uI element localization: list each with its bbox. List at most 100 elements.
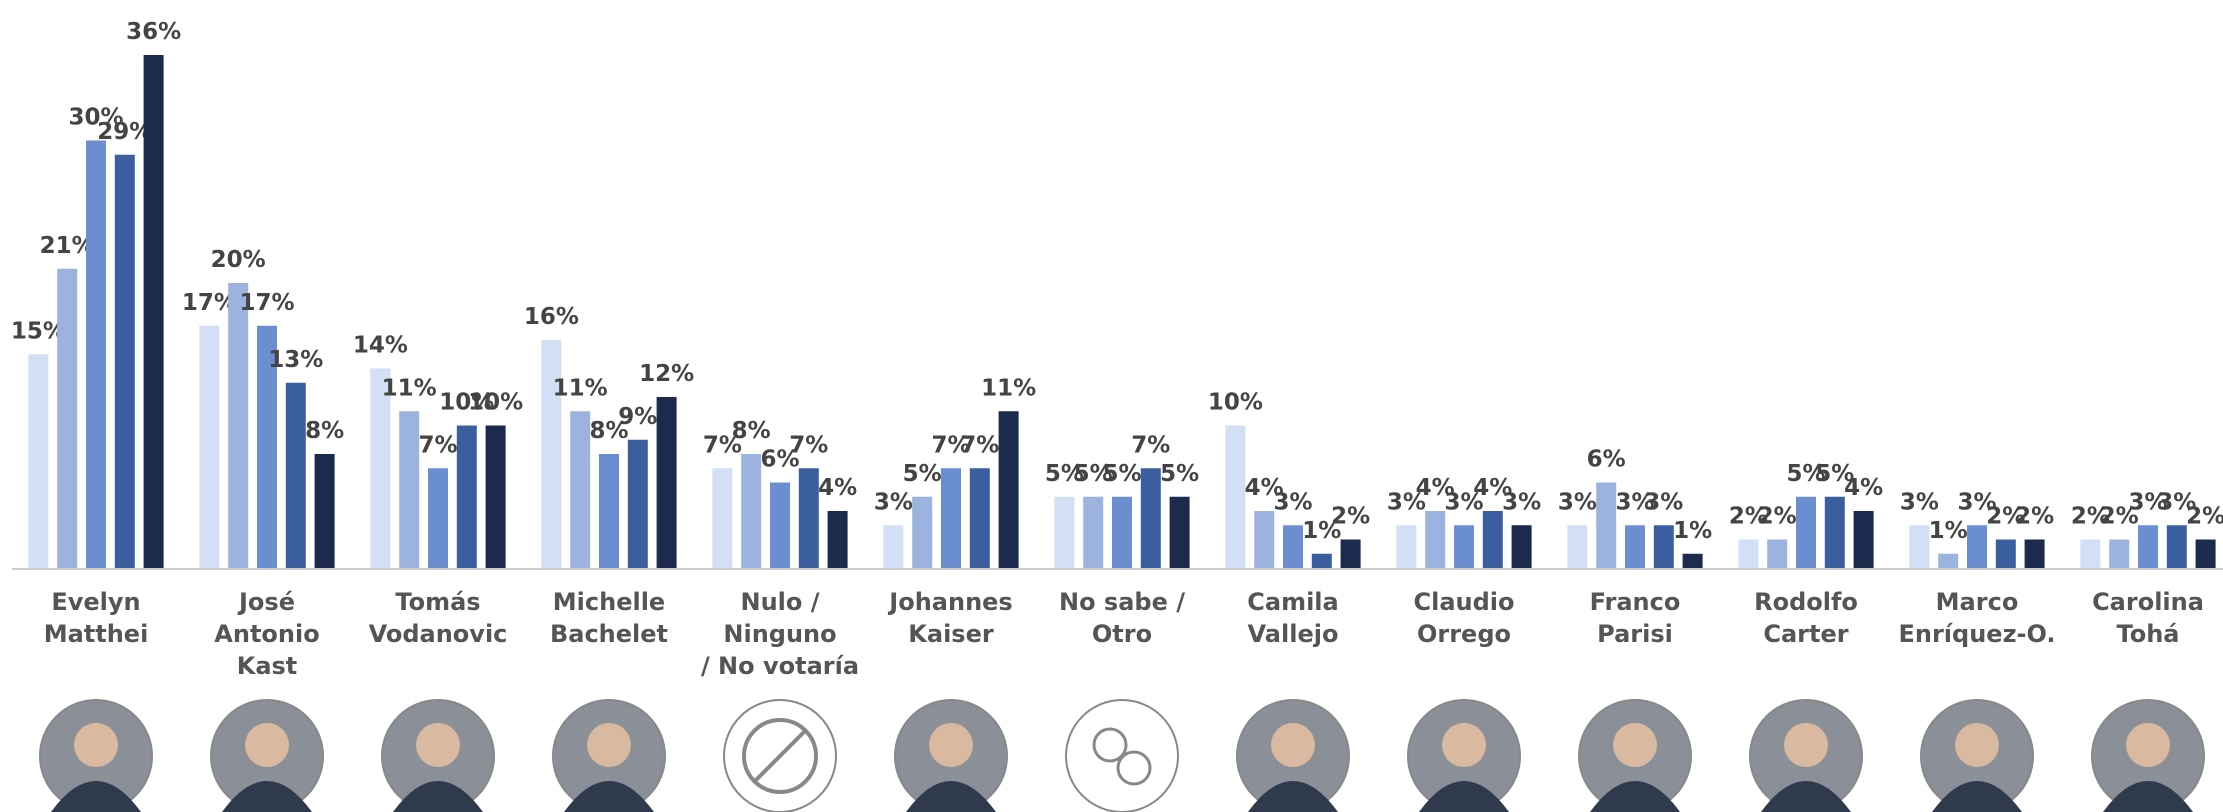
value-label: 11%	[382, 375, 437, 401]
bar	[399, 411, 419, 568]
bar	[1312, 554, 1332, 568]
portrait	[1921, 700, 2033, 812]
bar	[86, 141, 106, 569]
bar	[1254, 511, 1274, 568]
bar	[2196, 540, 2216, 569]
page: 15%21%30%29%36%17%20%17%13%8%14%11%7%10%…	[0, 0, 2223, 812]
bar	[1283, 525, 1303, 568]
value-label: 8%	[732, 418, 771, 444]
portrait	[1579, 700, 1691, 812]
bar	[1170, 497, 1190, 568]
bar	[1738, 540, 1758, 569]
x-tick-label: Marco Enríquez-O.	[1892, 586, 2062, 650]
portrait	[211, 700, 323, 812]
bar	[541, 340, 561, 568]
value-label: 7%	[960, 432, 999, 458]
bar	[599, 454, 619, 568]
x-tick-label: Tomás Vodanovic	[353, 586, 523, 650]
value-label: 7%	[789, 432, 828, 458]
bar	[486, 426, 506, 569]
face	[2126, 723, 2170, 767]
bar	[57, 269, 77, 568]
x-tick-label: Michelle Bachelet	[524, 586, 694, 650]
portrait	[2092, 700, 2204, 812]
value-label: 2%	[2015, 504, 2054, 530]
bar	[2080, 540, 2100, 569]
bar	[1396, 525, 1416, 568]
value-label: 4%	[818, 475, 857, 501]
bar	[2109, 540, 2129, 569]
value-label: 3%	[1900, 489, 1939, 515]
value-label: 11%	[981, 375, 1036, 401]
x-tick-label: Johannes Kaiser	[866, 586, 1036, 650]
value-label: 6%	[1587, 447, 1626, 473]
bar	[1083, 497, 1103, 568]
face	[1784, 723, 1828, 767]
bar	[1512, 525, 1532, 568]
face	[929, 723, 973, 767]
bar	[912, 497, 932, 568]
face	[1613, 723, 1657, 767]
value-label: 1%	[1929, 518, 1968, 544]
value-label: 16%	[524, 304, 579, 330]
bar	[999, 411, 1019, 568]
value-label: 1%	[1673, 518, 1712, 544]
face	[1442, 723, 1486, 767]
value-label: 12%	[639, 361, 694, 387]
bar	[1854, 511, 1874, 568]
face	[74, 723, 118, 767]
face	[1271, 723, 1315, 767]
value-label: 7%	[418, 432, 457, 458]
portrait	[724, 700, 836, 812]
portrait	[1066, 700, 1178, 812]
value-label: 10%	[468, 390, 523, 416]
portrait	[1750, 700, 1862, 812]
value-label: 5%	[1102, 461, 1141, 487]
bar	[799, 468, 819, 568]
bar	[657, 397, 677, 568]
value-label: 20%	[211, 247, 266, 273]
value-label: 3%	[1644, 489, 1683, 515]
bar	[2138, 525, 2158, 568]
bar	[1483, 511, 1503, 568]
bar	[1425, 511, 1445, 568]
x-tick-label: José Antonio Kast	[182, 586, 352, 682]
value-label: 10%	[1208, 390, 1263, 416]
value-label: 3%	[874, 489, 913, 515]
bar	[1225, 426, 1245, 569]
x-tick-label: Rodolfo Carter	[1721, 586, 1891, 650]
bar	[828, 511, 848, 568]
bar	[712, 468, 732, 568]
bar	[286, 383, 306, 568]
value-label: 3%	[1502, 489, 1541, 515]
x-tick-label: Carolina Tohá	[2063, 586, 2223, 650]
value-label: 36%	[126, 19, 181, 45]
portrait	[553, 700, 665, 812]
value-label: 2%	[1331, 504, 1370, 530]
value-label: 9%	[618, 404, 657, 430]
value-label: 11%	[553, 375, 608, 401]
chart: 15%21%30%29%36%17%20%17%13%8%14%11%7%10%…	[0, 0, 2223, 812]
bar	[1567, 525, 1587, 568]
value-label: 17%	[239, 290, 294, 316]
bar	[199, 326, 219, 568]
value-label: 3%	[1558, 489, 1597, 515]
value-label: 3%	[1273, 489, 1312, 515]
value-label: 13%	[268, 347, 323, 373]
face	[416, 723, 460, 767]
x-tick-label: Evelyn Matthei	[11, 586, 181, 650]
bar	[1767, 540, 1787, 569]
value-label: 2%	[2186, 504, 2223, 530]
portrait	[1408, 700, 1520, 812]
bar	[228, 283, 248, 568]
bar	[1112, 497, 1132, 568]
bar	[1796, 497, 1816, 568]
x-tick-label: Nulo / Ninguno / No votaría	[695, 586, 865, 682]
bar	[1454, 525, 1474, 568]
bar	[457, 426, 477, 569]
value-label: 2%	[1758, 504, 1797, 530]
value-label: 4%	[1844, 475, 1883, 501]
x-tick-label: Franco Parisi	[1550, 586, 1720, 650]
bar	[1683, 554, 1703, 568]
portrait	[895, 700, 1007, 812]
